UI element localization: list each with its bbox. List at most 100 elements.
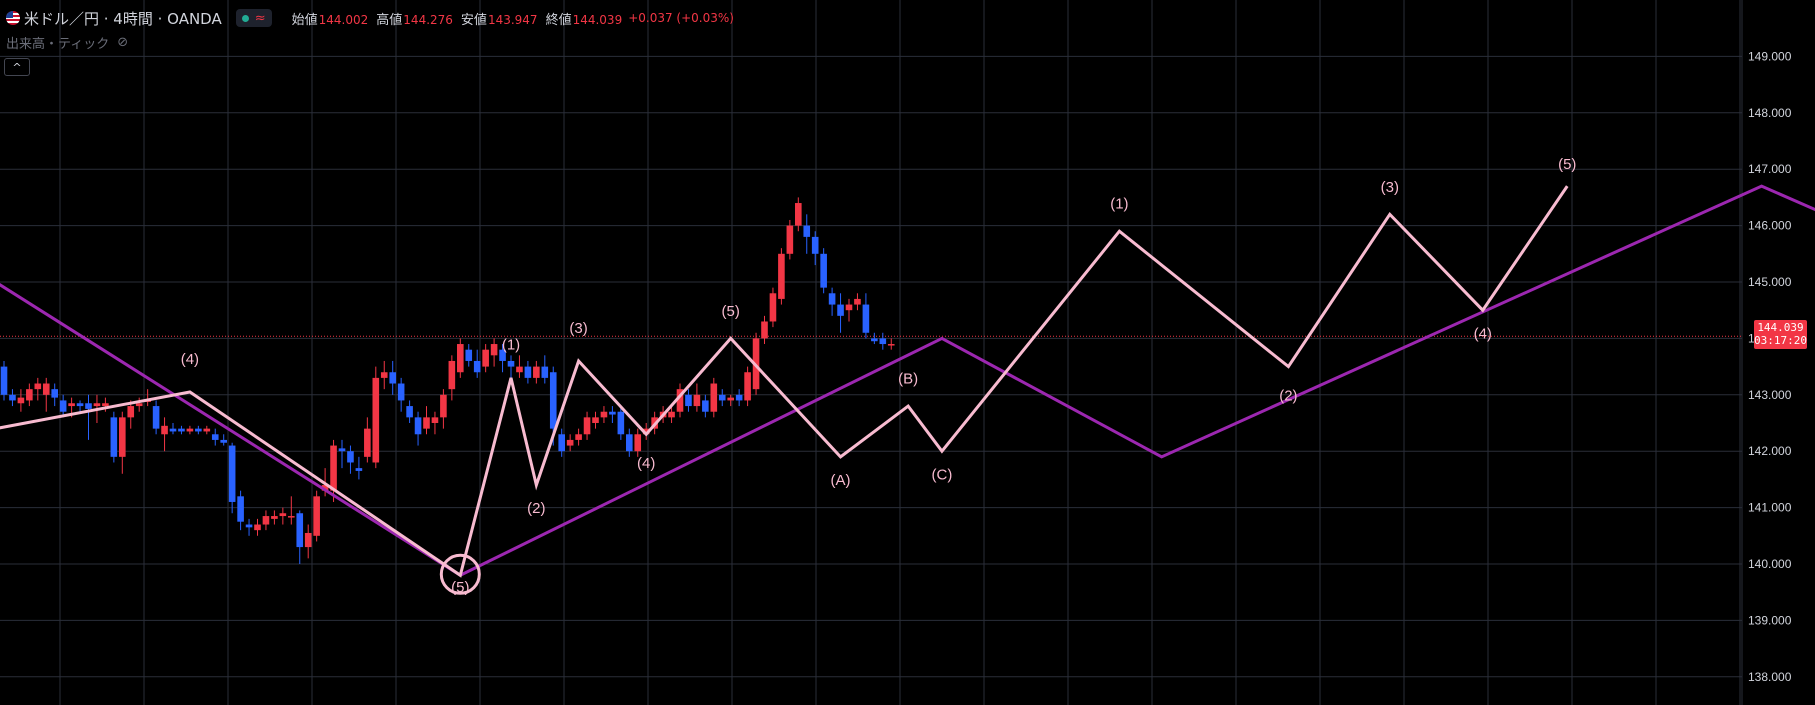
candle-body — [262, 516, 270, 525]
candle-body — [414, 417, 422, 435]
candle-body — [609, 411, 616, 415]
candle-body — [507, 360, 515, 367]
candle-body — [397, 383, 405, 401]
wave-label: (4) — [181, 351, 199, 368]
candle-body — [254, 524, 261, 531]
y-tick-label: 148.000 — [1748, 106, 1792, 120]
candle-body — [0, 366, 8, 395]
wave-icon: ≈ — [254, 10, 266, 26]
candle-body — [85, 403, 92, 409]
candle-body — [271, 516, 278, 519]
candle-body — [169, 428, 177, 432]
wave-label: (5) — [451, 579, 469, 596]
wave-label: (C) — [932, 466, 953, 483]
wave-label: (3) — [1381, 179, 1399, 196]
candle-body — [795, 203, 802, 226]
wave-label: (3) — [569, 320, 587, 337]
candle-body — [338, 448, 346, 452]
y-tick-label: 143.000 — [1748, 388, 1792, 402]
candle-body — [583, 417, 591, 435]
candle-body — [490, 344, 498, 356]
candle-body — [76, 403, 84, 407]
wave-major-line — [0, 184, 1815, 577]
wave-label: (2) — [527, 500, 545, 517]
ohlc-close: 終値144.039 — [545, 12, 623, 28]
candle-body — [245, 524, 253, 528]
candle-body — [178, 428, 185, 432]
candle-body — [127, 406, 135, 418]
candle-body — [26, 389, 33, 401]
candle-body — [778, 253, 785, 299]
symbol-title[interactable]: 米ドル／円 · 4時間 · OANDA — [24, 9, 222, 28]
candle-body — [448, 360, 456, 390]
wave-label: (1) — [1110, 196, 1128, 213]
y-tick-label: 145.000 — [1748, 275, 1792, 289]
candle-body — [321, 485, 329, 491]
candle-body — [364, 428, 371, 457]
candle-body — [17, 397, 25, 404]
hidden-eye-icon[interactable]: ⊘ — [117, 35, 129, 50]
y-tick-label: 149.000 — [1748, 49, 1792, 63]
candle-body — [516, 366, 523, 373]
candle-body — [710, 383, 718, 412]
wave-label: (A) — [831, 472, 851, 489]
candle-body — [34, 383, 42, 390]
ohlc-high: 高値144.276 — [376, 12, 453, 28]
candle-body — [744, 372, 751, 401]
candle-body — [465, 349, 473, 361]
candle-body — [389, 372, 396, 384]
candle-body — [566, 439, 574, 446]
candle-body — [693, 394, 701, 407]
price-change: +0.037 (+0.03%) — [628, 11, 734, 25]
wave-minor-line — [0, 185, 1569, 578]
candle-body — [51, 389, 58, 398]
y-tick-label: 140.000 — [1748, 557, 1792, 571]
candle-body — [42, 383, 50, 395]
candle-body — [735, 394, 743, 401]
current-price-tag: 144.039 03:17:20 — [1754, 320, 1807, 349]
market-status-pill[interactable]: ≈ — [235, 9, 272, 27]
candle-body — [626, 434, 633, 452]
candle-body — [161, 425, 168, 435]
candle-body — [68, 403, 75, 407]
candle-body — [93, 403, 101, 407]
candle-body — [887, 344, 895, 346]
y-tick-label: 142.000 — [1748, 444, 1792, 458]
candle-body — [803, 225, 811, 237]
wave-label: (4) — [637, 455, 655, 472]
candle-body — [186, 428, 194, 432]
candle-body — [533, 366, 540, 378]
market-open-icon — [241, 14, 249, 22]
candle-body — [313, 496, 320, 536]
candle-body — [195, 428, 202, 432]
candle-body — [203, 428, 211, 432]
y-tick-label: 141.000 — [1748, 501, 1792, 515]
candle-body — [279, 513, 287, 517]
candle-body — [355, 468, 363, 471]
candle-body — [634, 434, 642, 452]
candle-body — [304, 532, 312, 548]
candle-body — [854, 298, 861, 305]
candle-body — [727, 397, 734, 401]
us-flag-icon — [6, 11, 20, 25]
volume-label[interactable]: 出来高・ティック — [6, 37, 110, 52]
candle-body — [862, 304, 870, 333]
candle-body — [820, 253, 827, 288]
candle-body — [431, 417, 439, 423]
wave-label: (5) — [1558, 156, 1576, 173]
candle-body — [372, 377, 380, 463]
wave-label: (1) — [502, 337, 520, 354]
collapse-legend-button[interactable]: ^ — [4, 58, 30, 76]
chart-legend: 米ドル／円 · 4時間 · OANDA ≈ 始値144.002 高値144.27… — [6, 8, 734, 28]
candle-body — [330, 445, 337, 491]
candle-body — [296, 513, 304, 548]
candle-body — [524, 366, 532, 378]
candle-body — [668, 411, 675, 418]
candle-body — [642, 428, 650, 435]
candle-body — [592, 417, 599, 423]
y-tick-label: 147.000 — [1748, 162, 1792, 176]
wave-bottom-highlight-circle — [439, 553, 481, 595]
candle-body — [288, 516, 295, 518]
candle-body — [617, 411, 625, 435]
